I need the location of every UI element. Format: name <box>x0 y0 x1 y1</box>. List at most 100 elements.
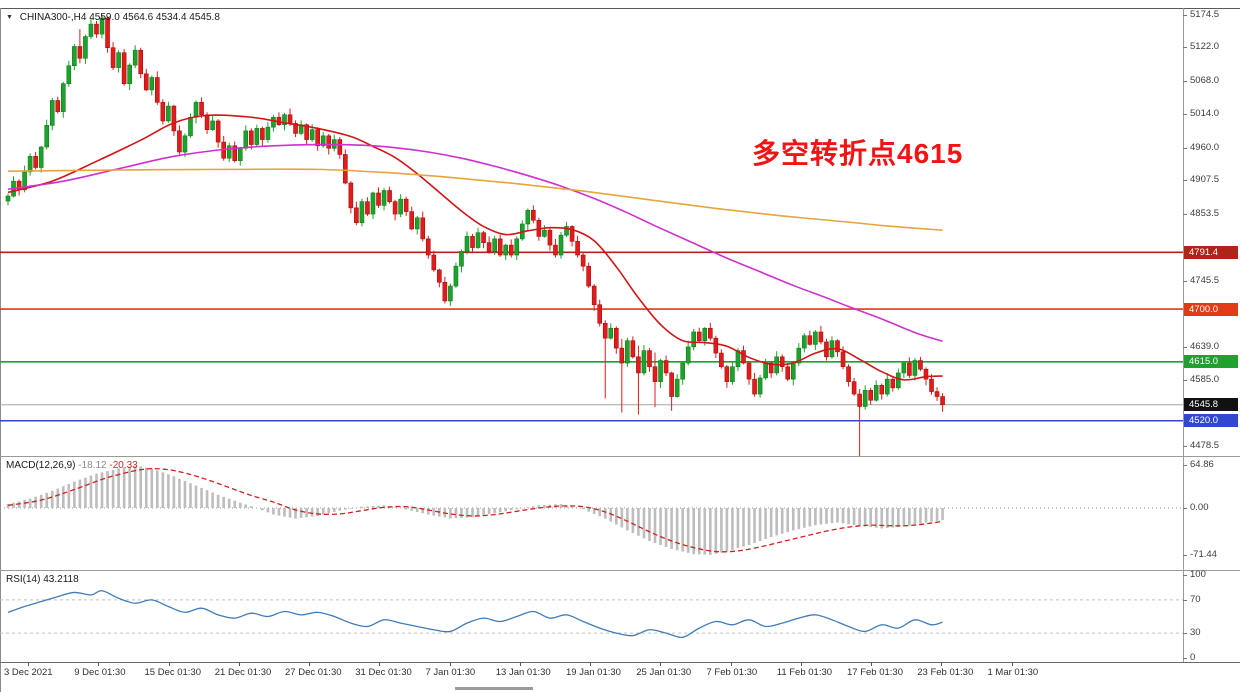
candle-body <box>155 77 160 103</box>
candle-body <box>663 360 669 374</box>
candle-body <box>138 49 144 75</box>
candle-body <box>580 254 586 267</box>
candle-body <box>437 269 442 283</box>
price-axis-label: 5122.0 <box>1190 41 1220 53</box>
time-label: 17 Feb 01:30 <box>847 667 903 678</box>
h-scrollbar-thumb[interactable] <box>455 687 533 690</box>
candle-body <box>105 17 110 49</box>
main-price-pane[interactable] <box>0 8 1183 456</box>
candle-body <box>237 147 243 161</box>
axis-tick <box>1183 555 1187 557</box>
price-badge-4545.8: 4545.8 <box>1184 398 1238 412</box>
axis-tick <box>1183 599 1187 601</box>
axis-tick <box>1183 47 1187 49</box>
candle-body <box>857 393 862 407</box>
candle-body <box>702 327 708 341</box>
candle-body <box>719 352 724 368</box>
candle-body <box>326 135 332 149</box>
price-axis-label: 4745.5 <box>1190 274 1220 286</box>
time-label: 1 Mar 01:30 <box>987 667 1039 678</box>
ma-line-slow-orange[interactable] <box>7 168 943 231</box>
candle-body <box>763 362 768 379</box>
candle-body <box>851 381 857 395</box>
candle-body <box>392 201 398 215</box>
candle-body <box>531 210 536 221</box>
candle-body <box>442 282 448 302</box>
candle-body <box>674 378 680 397</box>
candle-body <box>166 105 171 122</box>
candle-body <box>77 46 83 59</box>
candle-body <box>177 130 182 153</box>
collapse-icon[interactable]: ▼ <box>6 14 13 21</box>
macd-pane[interactable] <box>0 457 1183 569</box>
candle-body <box>840 351 846 368</box>
time-tick <box>590 663 591 666</box>
candle-body <box>38 146 44 168</box>
time-tick <box>309 663 310 666</box>
rsi-pane[interactable] <box>0 571 1183 662</box>
window-top-border <box>0 8 1240 9</box>
candle-body <box>669 372 674 397</box>
time-tick <box>28 663 29 666</box>
candle-body <box>232 145 238 161</box>
candle-body <box>271 116 276 128</box>
candle-body <box>514 238 520 256</box>
rsi-line[interactable] <box>7 590 943 639</box>
pane-separator-macd[interactable] <box>0 456 1240 457</box>
candle-body <box>691 331 697 348</box>
macd-histogram <box>6 465 944 555</box>
symbol-name: CHINA300-,H4 <box>19 12 87 23</box>
price-axis-label: 4639.0 <box>1190 340 1220 352</box>
candle-body <box>49 100 55 126</box>
candle-body <box>630 340 636 358</box>
ma-line-mid-magenta[interactable] <box>7 143 943 343</box>
rsi-label: RSI(14) 43.2118 <box>6 574 79 585</box>
time-label: 13 Jan 01:30 <box>495 667 551 678</box>
candle-body <box>370 192 376 215</box>
candle-body <box>72 46 77 67</box>
candle-body <box>785 366 791 380</box>
macd-value-signal: -20.33 <box>109 460 138 471</box>
candle-body <box>558 234 564 256</box>
candle-body <box>746 362 752 380</box>
candle-body <box>359 201 365 224</box>
candle-body <box>680 362 685 380</box>
candle-body <box>696 331 702 341</box>
axis-tick <box>1183 180 1187 182</box>
candle-body <box>464 236 470 252</box>
time-tick <box>1011 663 1013 666</box>
candle-body <box>215 120 221 143</box>
candle-body <box>354 207 359 224</box>
macd-axis-label: -71.44 <box>1190 549 1217 561</box>
candle-body <box>309 129 315 140</box>
candle-body <box>453 265 459 287</box>
candle-body <box>27 156 33 173</box>
candle-body <box>243 130 249 149</box>
candle-body <box>376 192 381 206</box>
pane-separator-rsi[interactable] <box>0 570 1240 571</box>
candle-body <box>459 250 464 267</box>
candle-body <box>287 114 293 124</box>
time-tick <box>660 663 662 666</box>
candlestick-series[interactable] <box>5 14 945 456</box>
candle-body <box>199 102 204 116</box>
rsi-axis-label: 70 <box>1190 593 1201 605</box>
ma-line-fast-red[interactable] <box>7 114 943 381</box>
candle-body <box>918 360 923 370</box>
candle-body <box>619 347 625 364</box>
candle-body <box>387 190 392 202</box>
candle-body <box>752 378 757 395</box>
candle-body <box>66 65 72 85</box>
macd-signal-line[interactable] <box>7 467 943 553</box>
candle-body <box>835 340 840 353</box>
candle-body <box>724 366 730 382</box>
candle-body <box>613 327 619 349</box>
candle-body <box>425 238 431 256</box>
time-label: 11 Feb 01:30 <box>776 667 833 678</box>
price-badge-4520.0: 4520.0 <box>1184 414 1238 428</box>
time-label: 31 Dec 01:30 <box>355 667 412 678</box>
candle-body <box>254 128 260 145</box>
axis-tick <box>1183 213 1187 215</box>
candle-body <box>658 360 663 382</box>
